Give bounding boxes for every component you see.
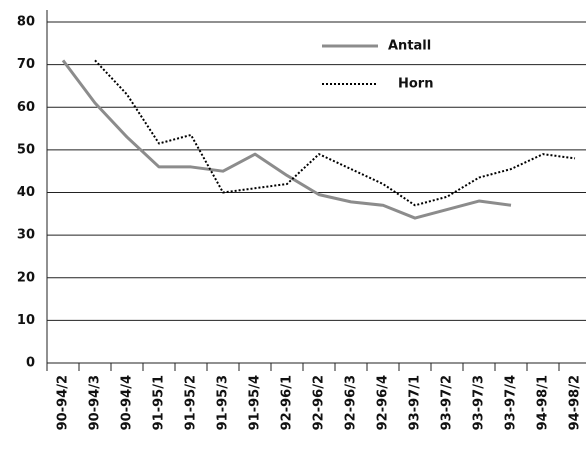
x-tick-label: 92-96/3 bbox=[344, 375, 359, 430]
legend-label: Horn bbox=[398, 77, 433, 92]
y-tick-label: 70 bbox=[17, 57, 35, 72]
y-tick-label: 30 bbox=[17, 228, 35, 243]
x-tick-label: 90-94/2 bbox=[56, 375, 71, 430]
y-tick-label: 10 bbox=[17, 313, 35, 328]
x-tick-label: 90-94/4 bbox=[120, 375, 135, 430]
x-tick-label: 90-94/3 bbox=[88, 375, 103, 430]
legend-label: Antall bbox=[388, 39, 431, 54]
y-tick-label: 50 bbox=[17, 142, 35, 157]
x-tick-label: 92-96/4 bbox=[376, 375, 391, 430]
x-tick-label: 94-98/2 bbox=[568, 375, 583, 430]
x-tick-label: 91-95/4 bbox=[248, 375, 263, 430]
x-tick-label: 92-96/2 bbox=[312, 375, 327, 430]
x-tick-label: 91-95/1 bbox=[152, 375, 167, 430]
x-tick-label: 91-95/3 bbox=[216, 375, 231, 430]
x-tick-label: 94-98/1 bbox=[536, 375, 551, 430]
y-tick-label: 20 bbox=[17, 270, 35, 285]
x-tick-label: 93-97/4 bbox=[504, 375, 519, 430]
x-tick-label: 91-95/2 bbox=[184, 375, 199, 430]
y-tick-label: 0 bbox=[26, 356, 35, 371]
x-tick-label: 93-97/1 bbox=[408, 375, 423, 430]
y-tick-label: 60 bbox=[17, 100, 35, 115]
line-series bbox=[94, 59, 576, 207]
y-tick-label: 80 bbox=[17, 15, 35, 30]
x-tick-label: 92-96/1 bbox=[280, 375, 295, 430]
y-tick-label: 40 bbox=[17, 185, 35, 200]
line-series bbox=[61, 59, 512, 220]
x-tick-label: 93-97/3 bbox=[472, 375, 487, 430]
x-tick-label: 93-97/2 bbox=[440, 375, 455, 430]
